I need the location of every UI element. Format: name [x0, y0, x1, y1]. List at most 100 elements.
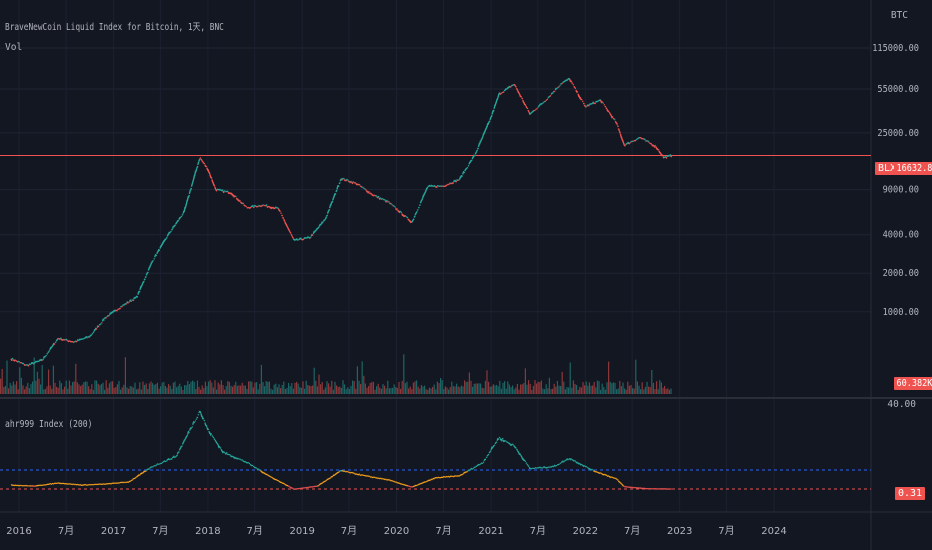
price-segment	[550, 92, 553, 95]
price-segment	[13, 359, 16, 362]
price-segment	[291, 235, 294, 239]
volume-bar	[401, 380, 403, 394]
volume-bar	[665, 388, 667, 394]
ahr999-segment	[334, 473, 337, 476]
ahr999-segment	[378, 477, 381, 480]
volume-bar	[512, 385, 514, 394]
volume-bar	[596, 380, 598, 394]
ahr999-segment	[473, 466, 476, 469]
volume-bar	[112, 381, 114, 394]
price-segment	[662, 155, 665, 159]
volume-bar	[225, 386, 227, 394]
volume-bar	[240, 385, 242, 394]
ahr999-segment	[573, 459, 576, 462]
price-segment	[571, 82, 574, 85]
volume-bar	[403, 354, 405, 394]
volume-bar	[219, 384, 221, 394]
volume-bar	[68, 380, 70, 394]
price-segment	[177, 219, 180, 222]
volume-bar	[496, 384, 498, 394]
volume-bar	[59, 380, 61, 394]
price-segment	[205, 165, 208, 168]
volume-bar	[230, 385, 232, 394]
ahr999-segment	[330, 475, 333, 478]
price-segment	[358, 183, 361, 186]
price-segment	[515, 87, 519, 91]
ahr999-segment	[519, 453, 522, 456]
price-segment	[586, 105, 588, 107]
volume-bar	[204, 381, 206, 394]
ahr999-segment	[352, 471, 354, 474]
volume-bar	[214, 380, 216, 394]
indicator-label[interactable]: ahr999 Index (200)	[5, 419, 93, 430]
ahr999-segment	[384, 478, 386, 481]
price-segment	[319, 223, 322, 226]
volume-bar	[233, 385, 235, 394]
price-segment	[548, 95, 551, 98]
price-segment	[203, 162, 206, 165]
ahr999-segment	[489, 450, 492, 453]
price-segment	[132, 299, 135, 302]
price-segment	[282, 216, 285, 220]
volume-bar	[297, 383, 299, 394]
price-segment	[638, 136, 641, 139]
volume-bar	[49, 385, 51, 394]
volume-bar	[587, 385, 589, 394]
price-segment	[59, 337, 62, 340]
volume-bar	[376, 386, 378, 394]
ahr999-segment	[357, 473, 360, 476]
price-segment	[292, 237, 295, 241]
ahr999-segment	[399, 482, 402, 485]
volume-bar	[510, 387, 512, 394]
price-segment	[26, 364, 29, 367]
ahr999-segment	[514, 446, 517, 449]
price-segment	[448, 183, 450, 186]
price-segment	[444, 185, 447, 188]
ahr999-segment	[320, 482, 323, 485]
volume-bar	[51, 388, 53, 394]
volume-bar	[337, 387, 339, 394]
volume-bars	[0, 354, 672, 394]
ahr999-segment	[496, 437, 499, 442]
volume-bar	[411, 389, 413, 394]
price-segment	[91, 332, 94, 335]
price-segment	[455, 180, 458, 183]
volume-bar	[38, 378, 40, 394]
volume-bar	[273, 384, 275, 394]
price-segment	[433, 184, 436, 187]
volume-bar	[4, 385, 6, 394]
volume-bar	[124, 357, 126, 394]
volume-bar	[296, 381, 298, 394]
volume-bar	[569, 362, 571, 394]
price-segment	[46, 352, 49, 355]
volume-bar	[424, 385, 426, 394]
time-tick-label: 2018	[195, 526, 220, 537]
volume-bar	[209, 380, 211, 394]
volume-bar	[78, 384, 80, 394]
price-segment	[118, 307, 120, 310]
ahr999-segment	[207, 428, 210, 431]
volume-bar	[513, 389, 515, 394]
volume-bar	[468, 372, 470, 394]
time-tick-label: 2023	[667, 526, 692, 537]
volume-bar	[624, 388, 626, 394]
ahr999-value-badge: 0.31	[895, 487, 926, 500]
ahr999-segment	[190, 427, 193, 430]
price-segment	[27, 364, 30, 367]
volume-bar	[252, 387, 254, 394]
volume-bar	[267, 381, 269, 394]
ahr999-segment	[386, 479, 388, 481]
volume-bar	[577, 389, 579, 394]
time-tick-label: 7月	[435, 525, 451, 537]
price-segment	[130, 300, 133, 303]
price-segment	[129, 299, 132, 302]
price-segment	[324, 216, 328, 220]
volume-bar	[286, 387, 288, 394]
ahr999-segment	[153, 464, 155, 467]
symbol-title[interactable]: BraveNewCoin Liquid Index for Bitcoin, 1…	[5, 22, 224, 33]
price-segment	[599, 99, 603, 104]
ahr999-segment	[186, 430, 190, 435]
ahr999-segment	[485, 456, 488, 459]
time-tick-label: 7月	[246, 525, 262, 537]
